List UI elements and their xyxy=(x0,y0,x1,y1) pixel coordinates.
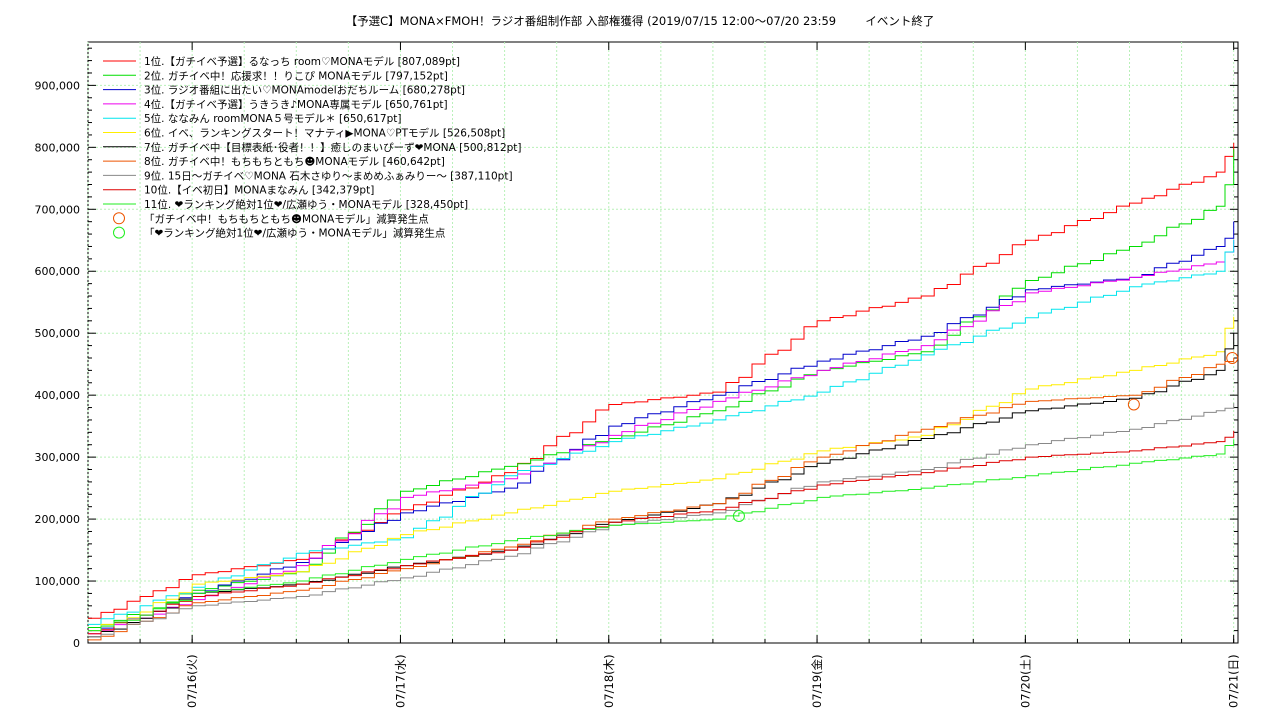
plot-area xyxy=(87,41,1239,644)
legend-label: 11位. ❤ランキング絶対1位❤/広瀬ゆう・MONAモデル [328,450pt… xyxy=(144,198,468,211)
grid-lines xyxy=(87,42,1238,643)
subtraction-markers xyxy=(732,351,1239,522)
y-tick-label: 200,000 xyxy=(35,513,81,526)
series-line xyxy=(88,239,1235,635)
axes: 07/16(火) 07/17(水) 07/18(木) 07/19(金) 07/20(土)… xyxy=(35,42,1241,708)
subtraction-marker xyxy=(1127,398,1140,411)
x-tick-label: 07/16(火) xyxy=(185,654,199,708)
legend-label: 6位. イベ、ランキングスタート！マナティ▶MONA♡PTモデル [526,50… xyxy=(144,127,505,140)
x-tick-label: 07/21(日) xyxy=(1227,654,1241,708)
legend-label: 9位. 15日〜ガチイベ♡MONA 石木さゆり〜まめめふぁみりー〜 [387,1… xyxy=(144,169,513,182)
y-tick-label: 400,000 xyxy=(35,389,81,402)
x-tick-label: 07/20(土) xyxy=(1018,654,1032,708)
series-line xyxy=(88,357,1235,641)
x-tick-label: 07/19(金) xyxy=(810,654,824,708)
series-line xyxy=(88,221,1235,632)
legend-label: 5位. ななみん roomMONA５号モデル＊ [650,617pt] xyxy=(144,112,401,125)
legend-label: 「❤ランキング絶対1位❤/広瀬ゆう・MONAモデル」減算発生点 xyxy=(144,227,445,240)
series-line xyxy=(88,439,1235,632)
series-line xyxy=(88,332,1235,638)
series-lines xyxy=(88,142,1235,641)
x-tick-label: 07/18(木) xyxy=(602,654,616,708)
legend-label: 7位. ガチイベ中【目標表紙･役者！！】癒しのまいぴーず❤MONA [500,8… xyxy=(144,141,522,154)
legend-label: 8位. ガチイベ中！もちもちともち☻MONAモデル [460,642pt] xyxy=(144,155,445,168)
series-line xyxy=(88,239,1235,625)
legend-label: 4位.【ガチイベ予選】うきうき♪MONA専属モデル [650,761pt] xyxy=(144,98,448,111)
y-tick-label: 700,000 xyxy=(35,203,81,216)
y-tick-label: 800,000 xyxy=(35,141,81,154)
subtraction-marker xyxy=(1226,351,1239,364)
series-line xyxy=(88,403,1235,638)
subtraction-marker xyxy=(732,509,745,522)
series-line xyxy=(88,430,1235,635)
legend-label: 「ガチイベ中！もちもちともち☻MONAモデル」減算発生点 xyxy=(144,212,429,225)
series-line xyxy=(88,316,1235,632)
y-tick-label: 600,000 xyxy=(35,265,81,278)
x-tick-label: 07/17(水) xyxy=(393,654,407,708)
y-tick-label: 0 xyxy=(73,637,80,650)
y-tick-label: 900,000 xyxy=(35,79,81,92)
legend: 1位.【ガチイベ予選】るなっち room♡MONAモデル [807,089pt]… xyxy=(103,55,522,240)
legend-marker xyxy=(113,212,125,225)
y-tick-label: 300,000 xyxy=(35,451,81,464)
legend-label: 10位.【イベ初日】MONAまなみん [342,379pt] xyxy=(144,184,374,197)
chart-title: 【予選C】MONA×FMOH！ラジオ番組制作部 入部権獲得 (2019/07/1… xyxy=(345,14,935,28)
legend-label: 1位.【ガチイベ予選】るなっち room♡MONAモデル [807,089pt] xyxy=(144,55,460,68)
legend-label: 3位. ラジオ番組に出たい♡MONAmodelおだちルーム [680,278pt… xyxy=(144,84,465,97)
legend-label: 2位. ガチイベ中！応援求！！りこぴ MONAモデル [797,152pt] xyxy=(144,69,448,82)
y-tick-label: 500,000 xyxy=(35,327,81,340)
y-tick-label: 100,000 xyxy=(35,575,81,588)
legend-marker xyxy=(113,226,125,239)
